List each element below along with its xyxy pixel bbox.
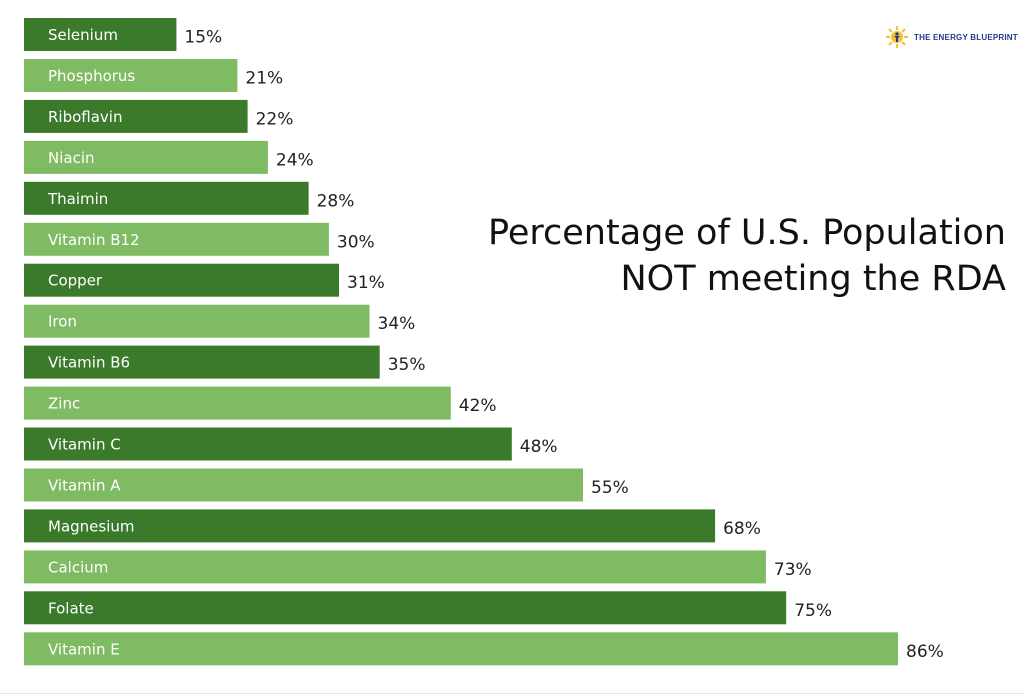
value-label: 55% [591,478,629,498]
value-label: 86% [906,642,944,662]
category-label: Riboflavin [48,108,122,126]
value-label: 35% [388,355,426,375]
category-label: Magnesium [48,517,135,535]
bar-folate [24,591,787,625]
category-label: Vitamin E [48,640,120,658]
chart-title-line-2: NOT meeting the RDA [620,259,1006,299]
value-label: 68% [723,519,761,539]
category-label: Folate [48,599,94,617]
bar-selenium [24,18,177,51]
category-label: Niacin [48,149,95,167]
bar-iron [24,304,370,338]
bar-vitamin-b6 [24,345,380,379]
bar-thaimin [24,181,309,215]
category-label: Calcium [48,558,108,576]
sun-figure-icon [886,26,908,48]
value-label: 28% [317,191,355,211]
category-label: Vitamin C [48,436,121,454]
bar-vitamin-e [24,632,898,666]
bar-vitamin-b12 [24,222,329,256]
bar-niacin [24,140,268,174]
value-label: 31% [347,273,385,293]
category-label: Iron [48,313,77,331]
value-label: 73% [774,560,812,580]
brand-logo: THE ENERGY BLUEPRINT [886,26,1018,48]
bar-zinc [24,386,451,420]
bar-riboflavin [24,99,248,133]
category-label: Selenium [48,26,118,44]
logo-text: THE ENERGY BLUEPRINT [914,32,1018,42]
bar-magnesium [24,509,716,543]
value-label: 15% [184,28,222,48]
bar-vitamin-a [24,468,583,502]
bar-calcium [24,550,766,584]
value-label: 22% [256,109,294,129]
bar-vitamin-c [24,427,512,461]
category-label: Zinc [48,395,80,413]
category-label: Copper [48,272,103,290]
bar-phosphorus [24,59,238,92]
value-label: 48% [520,437,558,457]
bottom-divider [0,693,1024,694]
chart-title-line-1: Percentage of U.S. Population [488,213,1006,253]
category-label: Vitamin B12 [48,231,140,249]
value-label: 24% [276,150,314,170]
value-label: 34% [378,314,416,334]
category-label: Phosphorus [48,67,135,85]
category-label: Vitamin B6 [48,354,130,372]
category-label: Vitamin A [48,477,121,495]
value-label: 30% [337,232,375,252]
bar-copper [24,263,339,297]
value-label: 42% [459,396,497,416]
category-label: Thaimin [47,190,108,208]
value-label: 75% [794,601,832,621]
value-label: 21% [245,69,283,89]
chart-title: Percentage of U.S. Population NOT meetin… [488,210,1006,302]
